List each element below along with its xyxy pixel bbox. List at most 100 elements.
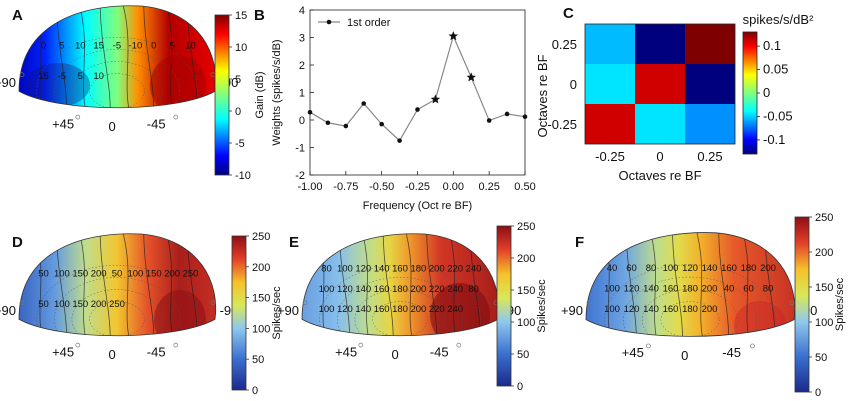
- contour-label-d-2: 150: [72, 269, 88, 280]
- contour-label-f-3: 100: [663, 263, 679, 274]
- contour-label-e-25: 240: [447, 304, 463, 315]
- colorbar-tick-label-c-2: 0: [763, 85, 770, 100]
- xtick-label-b-6: 0.50: [514, 181, 535, 193]
- colorbar-tick-label-e-0: 250: [517, 221, 535, 233]
- contour-line-a-3: [77, 5, 89, 108]
- contour-line-d-5: [121, 233, 133, 336]
- azimuth-label-a-3: -45: [147, 116, 166, 131]
- data-point-b-12: [522, 114, 528, 119]
- contour-label-e-2: 120: [355, 264, 371, 275]
- xtick-label-b-5: 0.25: [478, 181, 499, 193]
- contour-label-f-13: 180: [682, 284, 698, 295]
- contour-label-e-17: 80: [468, 284, 479, 295]
- colorbar-tick-label-c-3: -0.05: [763, 108, 793, 123]
- colorbar-tick-label-d-4: 50: [252, 354, 264, 366]
- contour-label-d-5: 100: [127, 269, 143, 280]
- grid-e-4: [372, 301, 428, 336]
- contour-label-f-16: 60: [743, 284, 754, 295]
- azimuth-label-f-3: -45: [722, 345, 741, 360]
- contour-line-e-4: [382, 233, 394, 336]
- matrix-cell-c-0-2: [685, 24, 735, 64]
- ylabel-c: Octaves re BF: [535, 54, 550, 137]
- matrix-cell-c-1-0: [585, 64, 635, 104]
- azimuth-label-d-1: +45: [52, 344, 74, 359]
- legend-label-b: 1st order: [347, 17, 391, 29]
- matrix-cell-c-2-0: [585, 104, 635, 144]
- contour-line-f-4: [672, 232, 684, 337]
- map-f: [586, 232, 795, 337]
- xtick-label-b-3: -0.25: [405, 181, 430, 193]
- degree-mark-e-l: [302, 300, 308, 306]
- contour-label-f-15: 40: [724, 284, 735, 295]
- contour-line-f-6: [718, 232, 730, 337]
- data-point-b-1: [325, 120, 331, 126]
- colorbar-tick-label-f-4: 50: [815, 352, 827, 364]
- colorbar-c: [742, 31, 758, 155]
- contour-line-e-6: [426, 233, 438, 336]
- colorbar-tick-label-d-1: 200: [252, 262, 270, 274]
- colorbar-tick-label-f-0: 250: [815, 212, 833, 224]
- ytick-label-c-2: -0.25: [547, 117, 577, 132]
- azimuth-label-d-3: -45: [147, 344, 166, 359]
- data-point-b-10: [486, 118, 492, 123]
- colorbar-label-a: Gain (dB): [254, 71, 266, 118]
- contour-label-f-2: 80: [646, 263, 657, 274]
- colorbar-label-d: Spikes/sec: [271, 286, 283, 340]
- ytick-label-b-4: 0: [299, 115, 305, 127]
- ytick-label-b-0: 4: [299, 5, 305, 17]
- grid-e-3: [354, 289, 446, 336]
- xtick-label-b-2: -0.50: [369, 181, 394, 193]
- contour-label-e-0: 80: [321, 264, 332, 275]
- data-point-b-7: [430, 94, 441, 104]
- contour-label-a-5: -10: [129, 41, 143, 52]
- grid-d-2: [54, 277, 180, 336]
- data-point-b-2: [343, 123, 349, 129]
- contour-label-e-7: 220: [447, 264, 463, 275]
- contour-line-a-7: [165, 5, 176, 108]
- degree-mark-f-r: [789, 300, 795, 306]
- colorbar-tick-label-a-2: 5: [235, 74, 241, 86]
- colorbar-tick-label-d-2: 150: [252, 293, 270, 305]
- contour-line-f-3: [648, 232, 660, 337]
- contour-label-e-4: 160: [392, 264, 408, 275]
- colorbar-tick-label-a-0: 15: [235, 10, 247, 22]
- contour-label-a-6: 0: [151, 41, 156, 52]
- contour-label-d-10: 100: [54, 299, 70, 310]
- colorbar-tick-label-a-1: 10: [235, 42, 247, 54]
- colorbar-label-f: Spikes/sec: [834, 277, 846, 331]
- contour-label-f-9: 100: [604, 284, 620, 295]
- degree-mark-f-b1: [646, 343, 651, 349]
- grid-e-2: [337, 277, 463, 336]
- contour-label-f-11: 140: [643, 284, 659, 295]
- contour-label-a-3: 15: [93, 41, 104, 52]
- contour-label-e-19: 120: [337, 304, 353, 315]
- data-point-b-9: [466, 72, 477, 82]
- contour-label-e-15: 220: [429, 284, 445, 295]
- contour-label-d-3: 200: [91, 269, 107, 280]
- colorbar-f: [794, 216, 810, 393]
- map-outline-f: [585, 232, 796, 337]
- ylabel-b: Weights (spikes/s/dB): [271, 39, 283, 145]
- xtick-label-b-0: -1.00: [297, 181, 322, 193]
- ytick-label-b-5: -1: [295, 143, 305, 155]
- colorbar-tick-label-c-0: 0.1: [763, 38, 781, 53]
- colorbar-tick-label-d-0: 250: [252, 231, 270, 243]
- contour-label-f-18: 100: [604, 304, 620, 315]
- degree-mark-d-b2: [173, 342, 179, 348]
- contour-label-a-2: 10: [75, 41, 86, 52]
- contour-label-e-6: 200: [429, 264, 445, 275]
- map-blob-f-0: [734, 301, 786, 337]
- colorbar-tick-label-a-3: 0: [235, 106, 241, 118]
- contour-label-e-16: 240: [447, 284, 463, 295]
- panel-label-c: C: [563, 5, 574, 22]
- panel-label-e: E: [289, 234, 299, 251]
- data-point-b-4: [379, 121, 384, 127]
- legend-marker-b: [326, 19, 332, 25]
- contour-label-f-14: 200: [702, 284, 718, 295]
- contour-line-e-3: [360, 233, 372, 336]
- degree-mark-a-b2: [173, 114, 179, 120]
- grid-d-3: [71, 289, 163, 336]
- contour-line-d-6: [143, 233, 155, 336]
- contour-label-e-13: 180: [392, 284, 408, 295]
